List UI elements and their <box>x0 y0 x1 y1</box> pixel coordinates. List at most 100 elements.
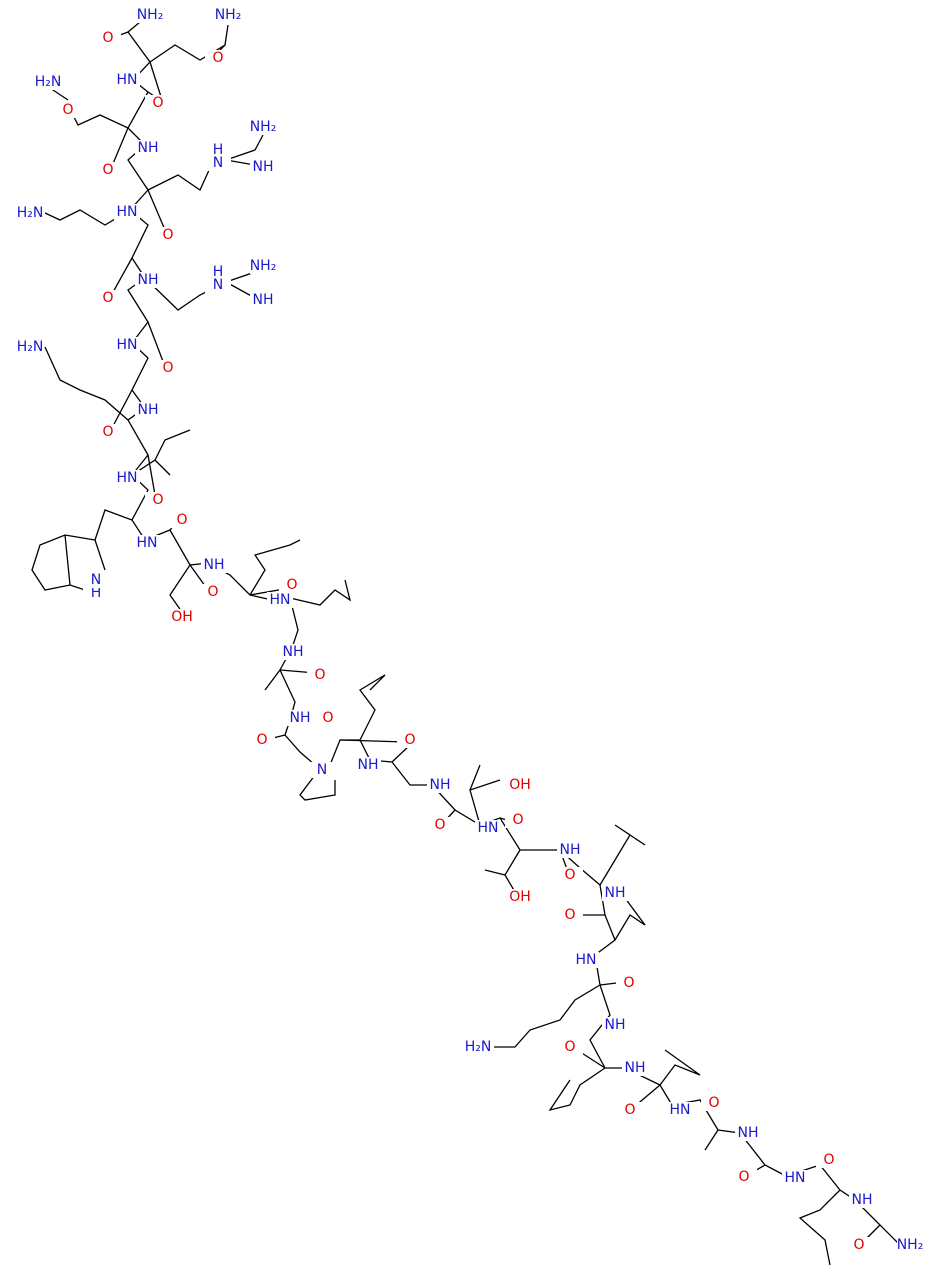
atom-label: O <box>623 975 634 991</box>
atom-label: HN <box>137 535 158 551</box>
atom-label: HN <box>576 952 597 968</box>
atom-label: OH <box>509 777 531 793</box>
atom-label: NH <box>738 1125 759 1141</box>
label-background <box>507 777 533 793</box>
bonds <box>31 21 901 1266</box>
label-background <box>17 339 43 355</box>
atom-label: OH <box>171 609 193 625</box>
label-background <box>557 907 583 923</box>
bond <box>225 134 264 161</box>
bond <box>44 346 129 421</box>
atom-label: NH <box>253 292 274 308</box>
label-background <box>249 732 275 748</box>
label-background <box>134 535 160 551</box>
atom-label: H <box>213 142 224 158</box>
label-background <box>897 1237 923 1253</box>
atom-label: O <box>434 817 445 833</box>
bond <box>469 764 481 791</box>
label-background <box>427 817 453 833</box>
bond <box>599 824 646 886</box>
label-background <box>617 1102 643 1118</box>
bond <box>614 897 646 941</box>
label-background <box>135 272 161 288</box>
label-background <box>287 710 313 726</box>
label-background <box>782 1170 808 1186</box>
atom-label: NH₂ <box>250 119 277 135</box>
bond <box>147 189 166 231</box>
label-background <box>309 762 335 778</box>
atom-label: O <box>512 812 523 828</box>
label-background <box>205 142 231 158</box>
label-background <box>427 777 453 793</box>
atom-label: N <box>317 762 327 778</box>
atom-label: O <box>564 867 575 883</box>
label-background <box>846 1237 872 1253</box>
label-background <box>701 1095 727 1111</box>
atom-label: O <box>176 512 187 528</box>
label-background <box>557 867 583 883</box>
label-background <box>83 572 109 588</box>
label-background <box>145 95 171 111</box>
atom-label: NH₂ <box>250 258 277 274</box>
atom-label: O <box>708 1095 719 1111</box>
atom-label: HN <box>785 1170 806 1186</box>
label-background <box>155 360 181 376</box>
atom-label: HN <box>117 72 138 88</box>
atom-label: O <box>102 290 113 306</box>
atom-label: NH₂ <box>215 7 242 23</box>
atom-label: HN <box>117 470 138 486</box>
atom-label: O <box>162 360 173 376</box>
atom-label: H₂N <box>465 1039 492 1055</box>
label-background <box>95 424 121 440</box>
label-background <box>731 1169 757 1185</box>
atom-label: HN <box>117 204 138 220</box>
atom-label: OH <box>509 889 531 905</box>
atom-label: HN <box>117 337 138 353</box>
atom-label: O <box>738 1169 749 1185</box>
atom-label: HN <box>478 820 499 836</box>
label-background <box>505 812 531 828</box>
bond <box>339 739 407 743</box>
atom-label: NH <box>605 1017 626 1033</box>
bond <box>289 579 352 606</box>
atom-label: O <box>404 732 415 748</box>
bond <box>147 454 156 496</box>
bond <box>504 849 521 893</box>
atom-label: O <box>853 1237 864 1253</box>
atom-label: NH <box>138 402 159 418</box>
label-background <box>735 1125 761 1141</box>
bond <box>469 779 501 826</box>
label-background <box>135 402 161 418</box>
bond <box>131 429 191 476</box>
atom-label: O <box>564 1039 575 1055</box>
atom-label: O <box>102 424 113 440</box>
bond <box>659 1049 701 1086</box>
atom-label: H₂N <box>17 205 44 221</box>
label-background <box>169 609 195 625</box>
label-background <box>355 757 381 773</box>
atom-label: NH <box>138 272 159 288</box>
bond <box>147 321 165 365</box>
label-background <box>17 205 43 221</box>
label-background <box>114 337 140 353</box>
atom-label: HN <box>270 592 291 608</box>
label-background <box>137 7 163 23</box>
label-background <box>155 227 181 243</box>
bond <box>111 127 129 167</box>
bond <box>169 564 191 613</box>
label-background <box>557 1039 583 1055</box>
bond <box>798 1189 841 1266</box>
label-background <box>397 732 423 748</box>
label-background <box>250 119 276 135</box>
bond <box>149 61 163 101</box>
label-background <box>507 889 533 905</box>
atom-label: N <box>213 155 223 171</box>
atom-label: O <box>102 30 113 46</box>
label-background <box>135 140 161 156</box>
bond <box>327 739 901 1246</box>
atom-label: NH <box>138 140 159 156</box>
atom-label: N <box>213 277 223 293</box>
bond <box>494 984 601 1048</box>
label-background <box>307 667 333 683</box>
label-background <box>55 102 81 118</box>
